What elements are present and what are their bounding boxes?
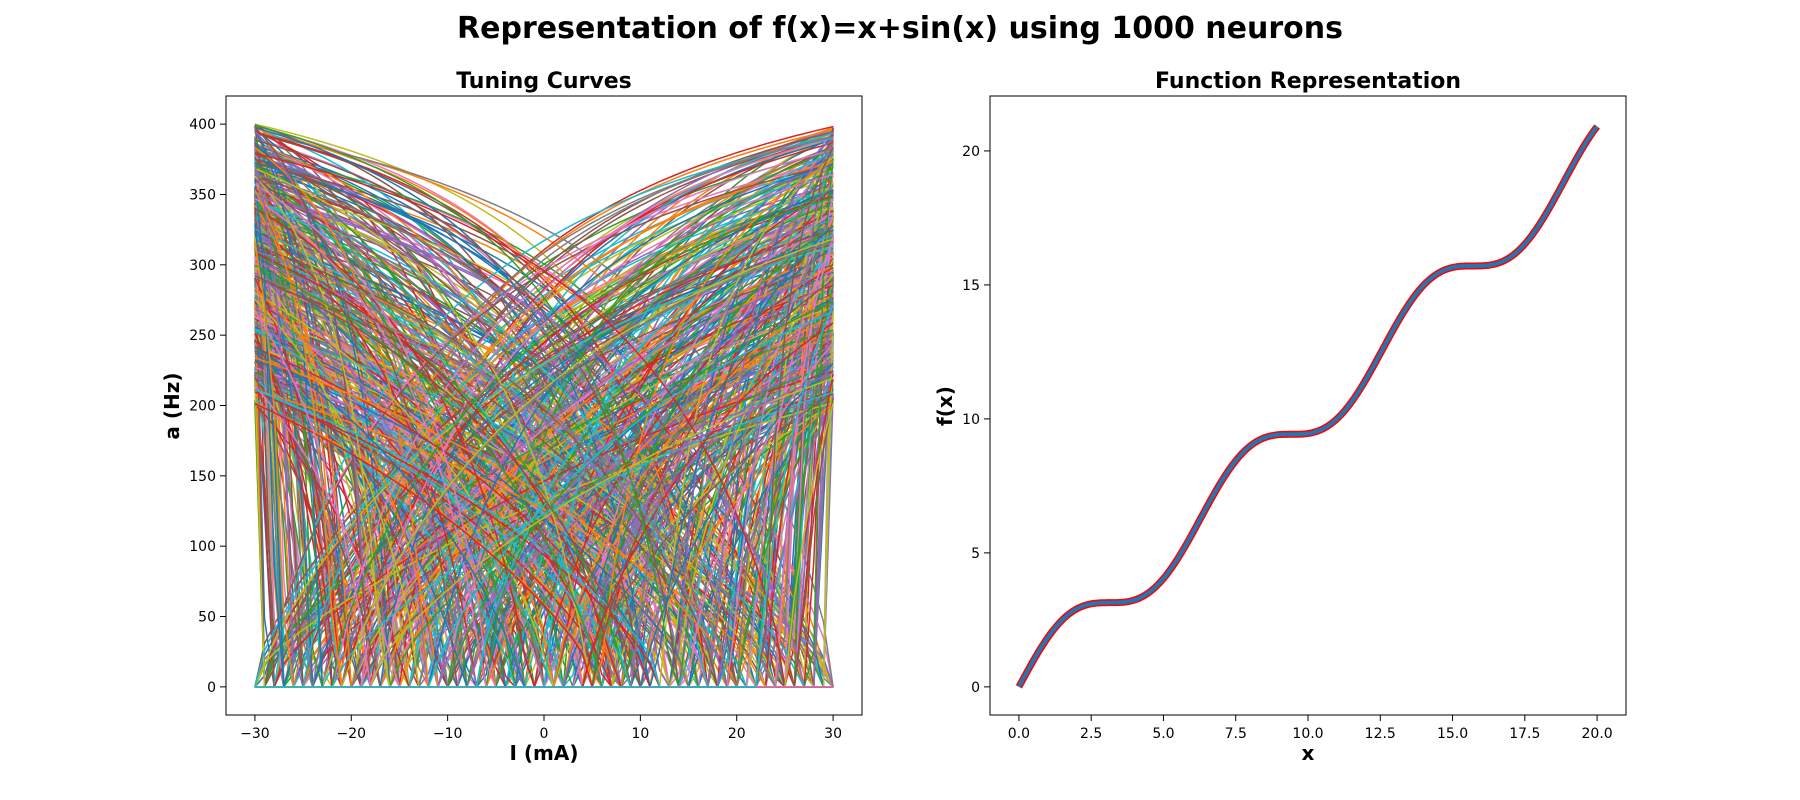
tuning-curve [254,162,834,688]
function-representation-axes: Function Representation 0.0 2.5 5.0 7.5 10.0… [933,69,1627,765]
tuning-curve [254,370,834,688]
function-representation-y-tick-label: 10 [962,412,980,428]
tuning-curve [254,246,834,688]
function-representation-x-tick-label: 10.0 [1292,726,1323,742]
tuning-curves-lines [254,123,834,688]
tuning-curve [254,241,834,688]
tuning-curve [254,160,834,688]
tuning-curve [254,304,834,688]
tuning-curves-x-tick-label: 10 [631,726,649,742]
tuning-curves-x-tick-label: −20 [336,726,366,742]
tuning-curves-y-tick-label: 400 [189,117,216,133]
tuning-curve [254,196,834,688]
tuning-curve [254,402,834,688]
tuning-curve [254,391,834,688]
function-representation-y-tick-label: 5 [971,546,980,562]
tuning-curve [254,328,834,688]
tuning-curves-y-ticks: 0 50 100 150 200 250 300 350 400 [189,117,226,696]
tuning-curves-x-label: I (mA) [509,741,578,765]
function-representation-x-tick-label: 2.5 [1080,726,1102,742]
tuning-curves-x-ticks: −30 −20 −10 0 10 20 30 [240,715,842,742]
tuning-curves-y-tick-label: 200 [189,399,216,415]
figure-title: Representation of f(x)=x+sin(x) using 10… [457,11,1343,46]
function-representation-y-tick-label: 15 [962,278,980,294]
tuning-curve [254,207,834,688]
function-representation-lines [1015,124,1600,689]
function-representation-x-label: x [1302,741,1315,765]
decoded-function-line [1017,125,1599,688]
tuning-curves-x-tick-label: 30 [824,726,842,742]
function-representation-x-tick-label: 7.5 [1225,726,1247,742]
function-representation-title: Function Representation [1155,69,1461,94]
tuning-curves-y-label: a (Hz) [160,372,184,439]
tuning-curves-title: Tuning Curves [456,69,632,94]
function-representation-x-ticks: 0.0 2.5 5.0 7.5 10.0 12.5 15.0 17.5 20.0 [1008,715,1613,742]
function-representation-x-tick-label: 12.5 [1365,726,1396,742]
tuning-curves-y-tick-label: 350 [189,187,216,203]
function-representation-x-tick-label: 5.0 [1152,726,1174,742]
tuning-curve [254,264,834,688]
tuning-curves-y-tick-label: 300 [189,258,216,274]
function-representation-x-tick-label: 17.5 [1509,726,1540,742]
tuning-curves-y-tick-label: 50 [198,610,216,626]
function-representation-y-tick-label: 0 [971,680,980,696]
function-representation-x-tick-label: 0.0 [1008,726,1030,742]
tuning-curve [254,256,834,688]
tuning-curves-x-tick-label: 0 [540,726,549,742]
tuning-curve [254,275,834,688]
tuning-curve [254,180,834,688]
tuning-curves-x-tick-label: −30 [240,726,270,742]
tuning-curves-y-tick-label: 250 [189,328,216,344]
function-representation-y-label: f(x) [933,386,957,426]
tuning-curve [254,195,834,688]
function-representation-y-ticks: 0 5 10 15 20 [962,144,990,696]
tuning-curve [254,136,834,688]
tuning-curves-x-tick-label: −10 [433,726,463,742]
tuning-curve [254,238,834,688]
tuning-curves-axes: Tuning Curves −30 −20 −10 0 10 20 30 0 50 100 150… [160,69,863,765]
function-representation-y-tick-label: 20 [962,144,980,160]
tuning-curve [254,218,834,688]
function-representation-x-tick-label: 20.0 [1582,726,1613,742]
tuning-curve [254,152,834,688]
tuning-curves-y-tick-label: 150 [189,469,216,485]
function-representation-frame [989,95,1627,716]
tuning-curve [254,346,834,688]
function-representation-x-tick-label: 15.0 [1437,726,1468,742]
tuning-curve [254,163,834,688]
tuning-curves-y-tick-label: 0 [207,680,216,696]
tuning-curve [254,388,834,688]
tuning-curves-x-tick-label: 20 [728,726,746,742]
tuning-curves-y-tick-label: 100 [189,539,216,555]
